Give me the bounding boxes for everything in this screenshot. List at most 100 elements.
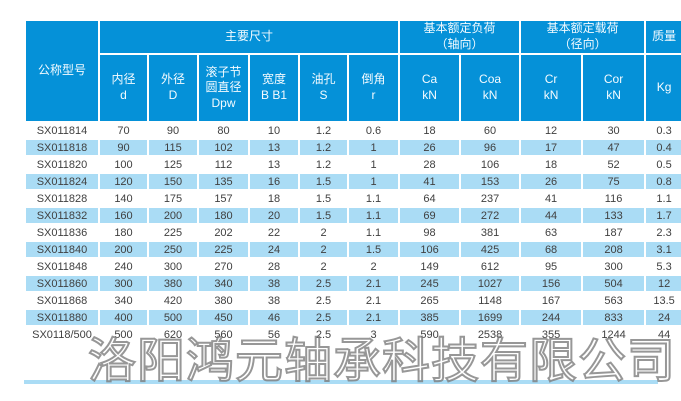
value-cell: 1.5 (300, 208, 347, 223)
header-model: 公称型号 (26, 21, 98, 121)
model-cell: SX011880 (26, 310, 98, 325)
table-row: SX011836 180 225 202 22 2 1.1 98 381 63 187 2.3 (26, 225, 681, 240)
value-cell: 250 (149, 242, 197, 257)
value-cell: 200 (100, 242, 147, 257)
value-cell: 0.6 (349, 123, 399, 138)
value-cell: 1.7 (646, 208, 681, 223)
value-cell: 340 (100, 293, 147, 308)
value-cell: 18 (250, 191, 298, 206)
value-cell: 187 (583, 225, 645, 240)
value-cell: 225 (199, 242, 248, 257)
value-cell: 41 (521, 191, 582, 206)
value-cell: 1.1 (349, 208, 399, 223)
value-cell: 116 (583, 191, 645, 206)
value-cell: 355 (521, 327, 582, 342)
value-cell: 400 (100, 310, 147, 325)
model-cell: SX011814 (26, 123, 98, 138)
model-cell: SX011824 (26, 174, 98, 189)
value-cell: 98 (400, 225, 460, 240)
value-cell: 380 (199, 293, 248, 308)
table-row: SX011880 400 500 450 46 2.5 2.1 385 1699 244 833 24 (26, 310, 681, 325)
model-cell: SX011832 (26, 208, 98, 223)
value-cell: 112 (199, 157, 248, 172)
value-cell: 18 (400, 123, 460, 138)
value-cell: 60 (461, 123, 520, 138)
table-row: SX0118/500 500 620 560 56 2.5 3 590 2538 355 1244 4… (26, 327, 681, 342)
value-cell: 208 (583, 242, 645, 257)
value-cell: 1027 (461, 276, 520, 291)
value-cell: 26 (400, 140, 460, 155)
value-cell: 2 (300, 242, 347, 257)
value-cell: 240 (100, 259, 147, 274)
value-cell: 12 (521, 123, 582, 138)
column-header-3: 宽度 B B1 (250, 55, 298, 121)
model-cell: SX011860 (26, 276, 98, 291)
value-cell: 300 (583, 259, 645, 274)
model-cell: SX011836 (26, 225, 98, 240)
value-cell: 125 (149, 157, 197, 172)
value-cell: 500 (149, 310, 197, 325)
value-cell: 1.2 (300, 123, 347, 138)
value-cell: 385 (400, 310, 460, 325)
value-cell: 5.3 (646, 259, 681, 274)
value-cell: 90 (149, 123, 197, 138)
table-row: SX011814 70 90 80 10 1.2 0.6 18 60 12 30 0.3 (26, 123, 681, 138)
value-cell: 106 (400, 242, 460, 257)
value-cell: 120 (100, 174, 147, 189)
value-cell: 44 (646, 327, 681, 342)
value-cell: 100 (100, 157, 147, 172)
value-cell: 140 (100, 191, 147, 206)
value-cell: 115 (149, 140, 197, 155)
value-cell: 26 (521, 174, 582, 189)
value-cell: 56 (250, 327, 298, 342)
value-cell: 0.3 (646, 123, 681, 138)
value-cell: 272 (461, 208, 520, 223)
value-cell: 265 (400, 293, 460, 308)
value-cell: 69 (400, 208, 460, 223)
value-cell: 202 (199, 225, 248, 240)
table-bottom-border (24, 380, 658, 384)
header-group-radial-load: 基本额定载荷 （径向） (521, 21, 645, 53)
value-cell: 1.5 (300, 174, 347, 189)
column-header-9: Cor kN (583, 55, 645, 121)
value-cell: 300 (100, 276, 147, 291)
value-cell: 2.1 (349, 310, 399, 325)
value-cell: 1.1 (646, 191, 681, 206)
value-cell: 1148 (461, 293, 520, 308)
value-cell: 30 (583, 123, 645, 138)
column-header-6: Ca kN (400, 55, 460, 121)
header-group-mass: 质量 (646, 21, 681, 53)
value-cell: 2.5 (300, 310, 347, 325)
table-row: SX011832 160 200 180 20 1.5 1.1 69 272 44 133 1.7 (26, 208, 681, 223)
value-cell: 68 (521, 242, 582, 257)
value-cell: 41 (400, 174, 460, 189)
value-cell: 563 (583, 293, 645, 308)
value-cell: 38 (250, 293, 298, 308)
value-cell: 3 (349, 327, 399, 342)
value-cell: 44 (521, 208, 582, 223)
value-cell: 1699 (461, 310, 520, 325)
value-cell: 28 (400, 157, 460, 172)
value-cell: 1 (349, 140, 399, 155)
value-cell: 0.4 (646, 140, 681, 155)
header-group-main-dimensions: 主要尺寸 (100, 21, 399, 53)
value-cell: 1.5 (300, 191, 347, 206)
value-cell: 450 (199, 310, 248, 325)
model-cell: SX011848 (26, 259, 98, 274)
table-row: SX011848 240 300 270 28 2 2 149 612 95 300 5.3 (26, 259, 681, 274)
table-row: SX011818 90 115 102 13 1.2 1 26 96 17 47 0.4 (26, 140, 681, 155)
value-cell: 38 (250, 276, 298, 291)
value-cell: 63 (521, 225, 582, 240)
value-cell: 80 (199, 123, 248, 138)
value-cell: 157 (199, 191, 248, 206)
table-row: SX011868 340 420 380 38 2.5 2.1 265 1148 167 563 13… (26, 293, 681, 308)
value-cell: 1.2 (300, 157, 347, 172)
value-cell: 1.5 (349, 242, 399, 257)
value-cell: 160 (100, 208, 147, 223)
value-cell: 270 (199, 259, 248, 274)
value-cell: 620 (149, 327, 197, 342)
value-cell: 167 (521, 293, 582, 308)
value-cell: 135 (199, 174, 248, 189)
value-cell: 150 (149, 174, 197, 189)
value-cell: 17 (521, 140, 582, 155)
